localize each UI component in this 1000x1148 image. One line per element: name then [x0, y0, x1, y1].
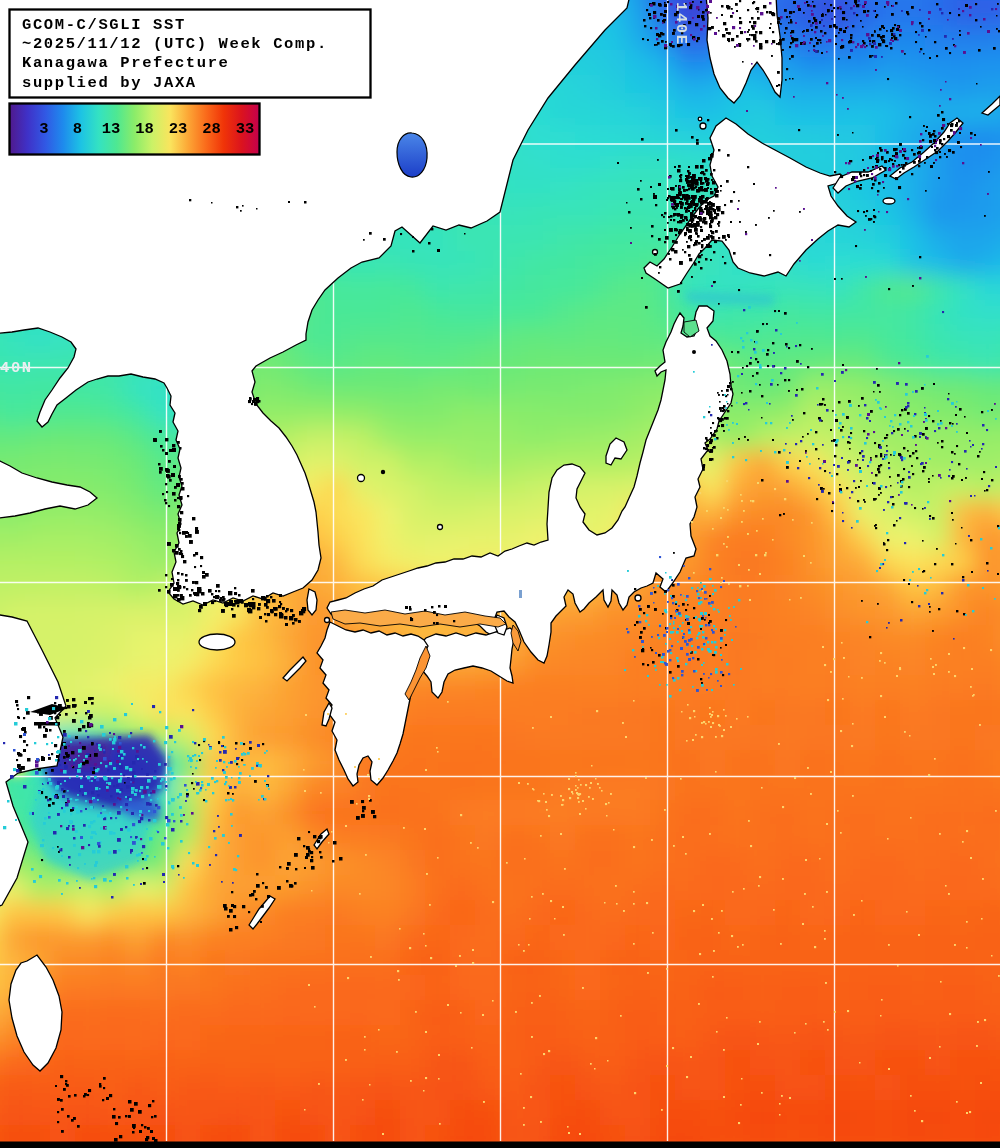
svg-text:13: 13: [102, 120, 121, 138]
svg-text:28: 28: [202, 120, 221, 138]
svg-text:40N: 40N: [0, 359, 33, 377]
svg-text:supplied by JAXA: supplied by JAXA: [22, 74, 197, 92]
svg-text:~2025/11/12 (UTC) Week Comp.: ~2025/11/12 (UTC) Week Comp.: [22, 35, 328, 53]
svg-text:Kanagawa Prefecture: Kanagawa Prefecture: [22, 54, 230, 72]
svg-text:23: 23: [169, 120, 188, 138]
svg-text:3: 3: [39, 120, 48, 138]
svg-text:GCOM-C/SGLI SST: GCOM-C/SGLI SST: [22, 16, 186, 34]
svg-text:140E: 140E: [672, 2, 690, 46]
svg-text:18: 18: [135, 120, 154, 138]
svg-text:33: 33: [236, 120, 255, 138]
svg-text:8: 8: [73, 120, 82, 138]
